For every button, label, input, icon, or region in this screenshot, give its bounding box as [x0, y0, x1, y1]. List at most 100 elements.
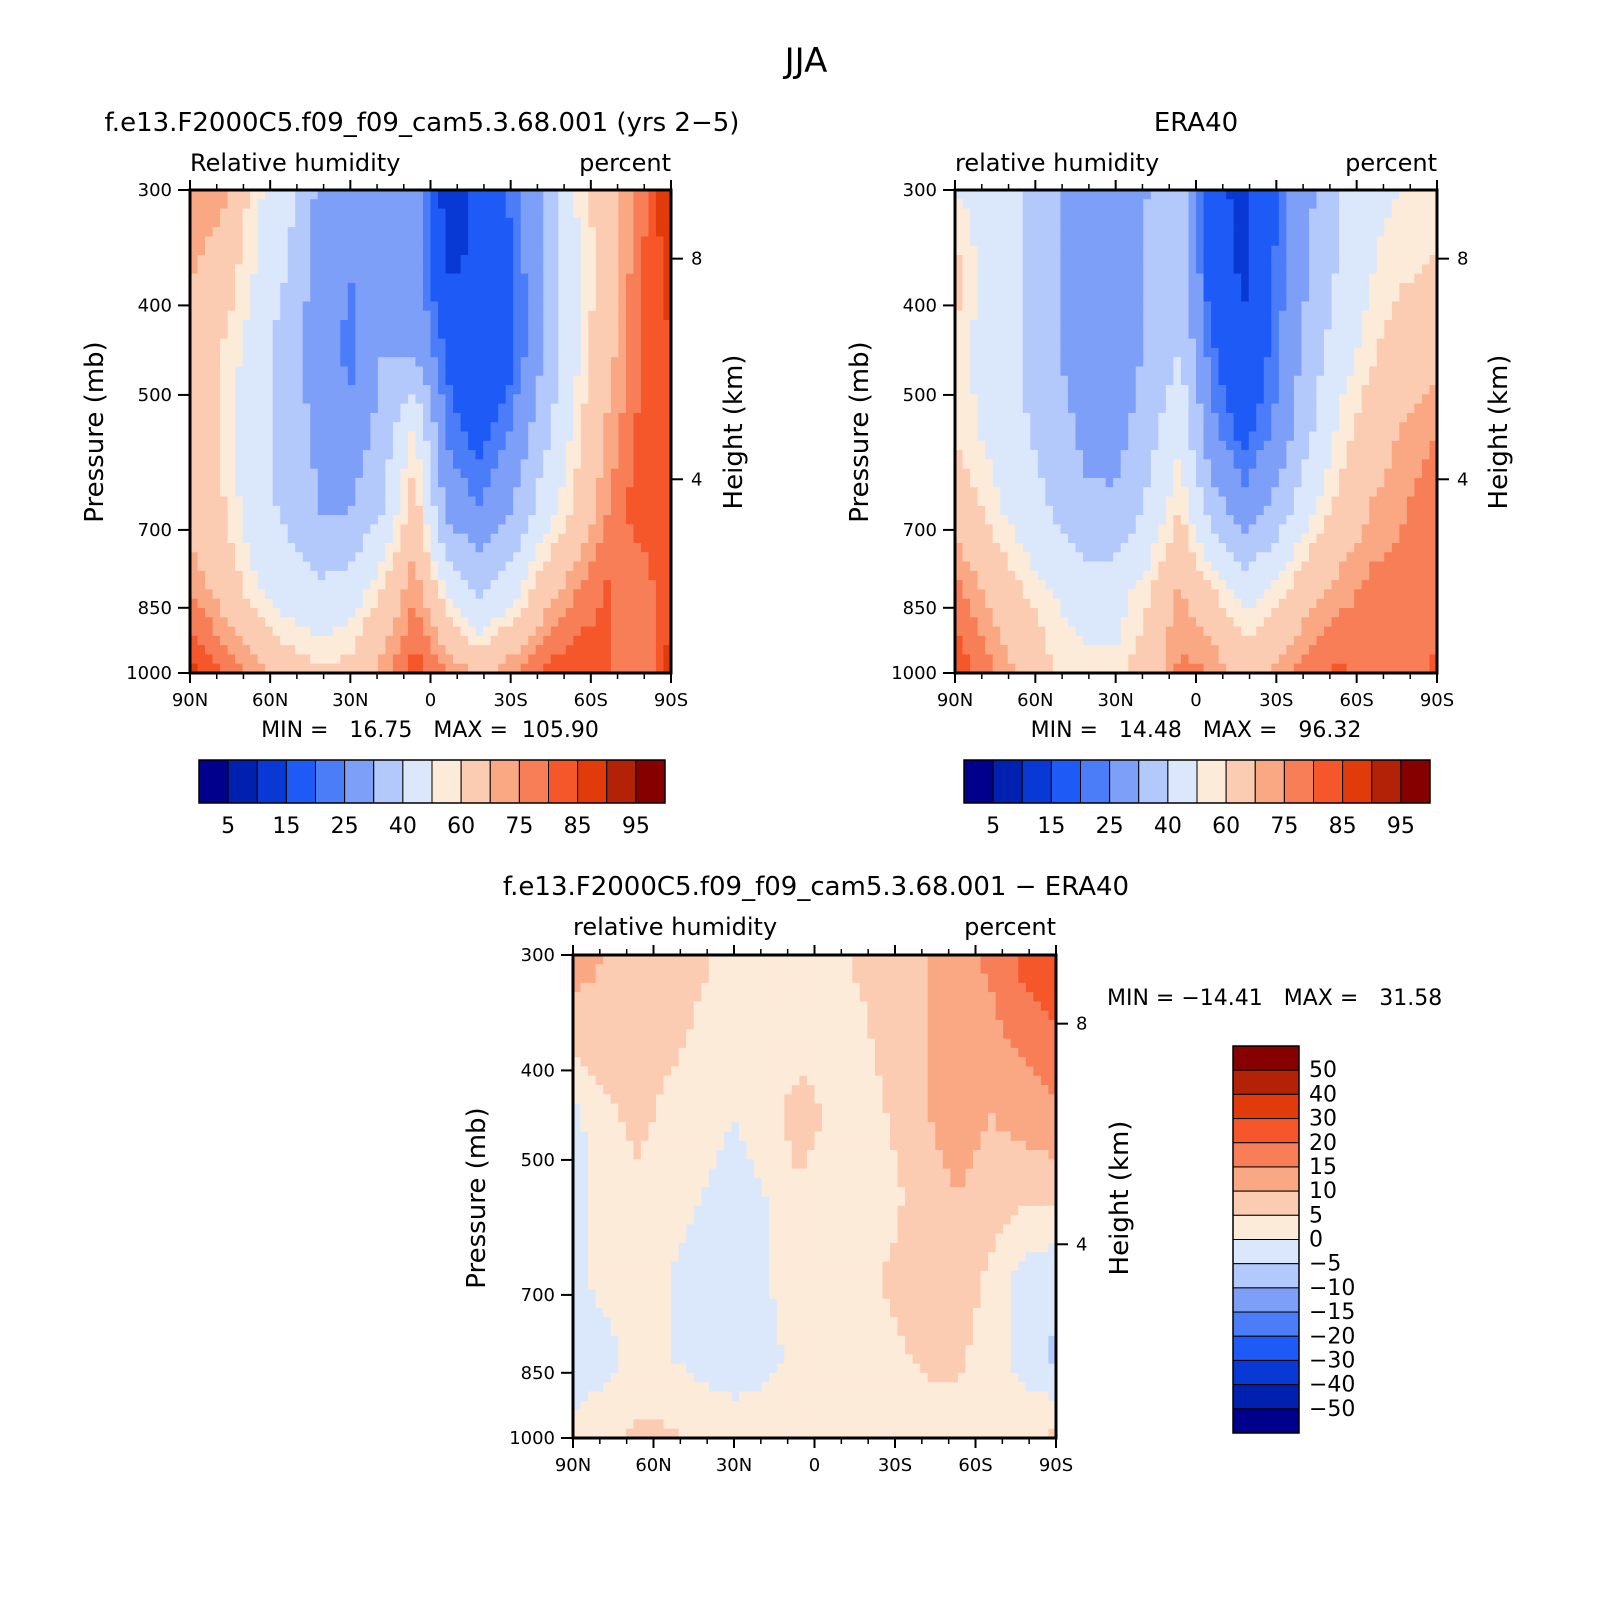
contour-cell — [317, 654, 326, 665]
contour-cell — [287, 422, 296, 433]
contour-cell — [655, 422, 665, 433]
contour-cell — [407, 310, 417, 321]
contour-cell — [415, 385, 424, 395]
contour-cell — [415, 533, 424, 544]
contour-cell — [1226, 320, 1235, 330]
contour-cell — [528, 264, 537, 275]
contour-cell — [505, 366, 514, 377]
contour-cell — [392, 301, 402, 312]
contour-cell — [445, 403, 454, 414]
contour-cell — [1384, 301, 1393, 312]
contour-cell — [385, 227, 394, 238]
contour-cell — [347, 310, 356, 321]
contour-cell — [1135, 329, 1144, 340]
contour-cell — [505, 310, 514, 321]
contour-cell — [625, 320, 635, 330]
contour-cell — [302, 450, 311, 460]
contour-cell — [355, 199, 364, 210]
contour-cell — [505, 357, 514, 368]
contour-cell — [962, 190, 971, 200]
contour-cell — [1324, 199, 1333, 210]
contour-cell — [483, 385, 492, 395]
contour-cell — [302, 589, 311, 600]
contour-cell — [1030, 366, 1039, 377]
contour-cell — [595, 301, 604, 312]
contour-cell — [573, 255, 582, 265]
contour-cell — [543, 385, 552, 395]
contour-cell — [535, 645, 544, 656]
contour-cell — [438, 412, 447, 423]
contour-cell — [1211, 366, 1220, 377]
contour-cell — [257, 487, 266, 498]
contour-cell — [1165, 403, 1175, 414]
contour-cell — [453, 217, 462, 228]
contour-cell — [1113, 282, 1122, 293]
contour-cell — [1399, 403, 1408, 414]
contour-cell — [535, 626, 544, 637]
contour-cell — [370, 663, 379, 674]
contour-cell — [1030, 227, 1039, 238]
contour-cell — [377, 598, 387, 609]
contour-cell — [633, 403, 642, 414]
contour-cell — [227, 552, 236, 563]
contour-cell — [1150, 366, 1159, 377]
contour-cell — [595, 450, 604, 460]
contour-cell — [197, 663, 206, 674]
contour-cell — [347, 329, 356, 340]
contour-cell — [580, 190, 589, 200]
contour-cell — [1211, 310, 1220, 321]
x-tick-label: 30S — [493, 690, 527, 711]
contour-cell — [422, 347, 432, 358]
contour-cell — [1278, 394, 1287, 405]
contour-cell — [1339, 310, 1348, 321]
contour-cell — [1226, 366, 1235, 377]
contour-cell — [565, 626, 574, 637]
contour-cell — [310, 450, 319, 460]
contour-cell — [520, 450, 529, 460]
contour-cell — [310, 227, 319, 238]
contour-cell — [235, 468, 244, 479]
contour-cell — [1037, 357, 1046, 368]
contour-cell — [1037, 199, 1046, 210]
contour-cell — [977, 264, 986, 275]
contour-cell — [595, 236, 604, 247]
contour-cell — [265, 366, 274, 377]
contour-cell — [332, 663, 341, 674]
contour-cell — [415, 227, 424, 238]
contour-cell — [1339, 301, 1348, 312]
contour-cell — [1248, 375, 1257, 386]
contour-cell — [595, 273, 604, 284]
contour-cell — [655, 320, 665, 330]
contour-cell — [1361, 366, 1370, 377]
contour-cell — [400, 654, 409, 665]
contour-cell — [1113, 394, 1122, 405]
contour-cell — [325, 245, 334, 256]
contour-cell — [1301, 282, 1310, 293]
contour-cell — [1286, 375, 1295, 386]
contour-cell — [242, 580, 251, 591]
contour-cell — [1233, 199, 1242, 210]
contour-cell — [648, 338, 657, 349]
contour-cell — [1203, 375, 1212, 386]
contour-cell — [1226, 329, 1235, 340]
contour-cell — [1226, 199, 1235, 210]
contour-cell — [625, 366, 635, 377]
contour-cell — [543, 347, 552, 358]
contour-cell — [400, 431, 409, 442]
contour-cell — [1128, 199, 1137, 210]
contour-cell — [205, 329, 214, 340]
contour-cell — [1248, 292, 1257, 303]
contour-cell — [1263, 375, 1272, 386]
contour-cell — [520, 561, 529, 572]
contour-cell — [1128, 375, 1137, 386]
contour-cell — [1391, 264, 1400, 275]
contour-cell — [625, 412, 635, 423]
contour-cell — [1278, 310, 1287, 321]
contour-cell — [1105, 394, 1114, 405]
contour-cell — [1045, 227, 1054, 238]
contour-cell — [272, 477, 281, 488]
contour-cell — [422, 589, 432, 600]
contour-cell — [265, 440, 274, 451]
contour-cell — [1391, 282, 1400, 293]
contour-cell — [392, 505, 402, 516]
